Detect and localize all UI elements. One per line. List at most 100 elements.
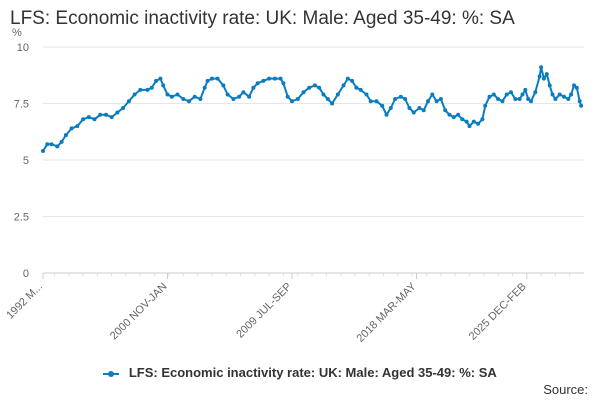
data-point[interactable] bbox=[81, 117, 86, 122]
data-point[interactable] bbox=[398, 94, 403, 99]
data-point[interactable] bbox=[312, 83, 317, 88]
data-point[interactable] bbox=[403, 97, 408, 101]
data-point[interactable] bbox=[480, 117, 485, 122]
data-point[interactable] bbox=[517, 97, 522, 101]
data-point[interactable] bbox=[241, 90, 246, 95]
data-point[interactable] bbox=[307, 85, 312, 90]
data-point[interactable] bbox=[345, 76, 350, 81]
data-point[interactable] bbox=[138, 87, 143, 92]
data-point[interactable] bbox=[541, 76, 546, 81]
data-point[interactable] bbox=[557, 92, 562, 97]
data-point[interactable] bbox=[69, 126, 74, 131]
data-point[interactable] bbox=[104, 112, 108, 117]
data-point[interactable] bbox=[460, 117, 465, 122]
data-point[interactable] bbox=[121, 106, 126, 110]
data-point[interactable] bbox=[86, 115, 91, 120]
data-point[interactable] bbox=[281, 81, 286, 86]
data-point[interactable] bbox=[237, 94, 242, 99]
data-point[interactable] bbox=[380, 103, 385, 108]
data-point[interactable] bbox=[231, 97, 236, 101]
data-point[interactable] bbox=[504, 92, 509, 97]
data-point[interactable] bbox=[443, 108, 448, 113]
data-point[interactable] bbox=[247, 94, 252, 99]
data-point[interactable] bbox=[421, 108, 426, 113]
data-point[interactable] bbox=[192, 94, 197, 99]
data-point[interactable] bbox=[483, 103, 488, 108]
data-point[interactable] bbox=[500, 99, 505, 104]
data-point[interactable] bbox=[161, 83, 166, 88]
data-point[interactable] bbox=[513, 97, 518, 101]
data-point[interactable] bbox=[544, 72, 549, 77]
data-point[interactable] bbox=[509, 90, 513, 95]
data-point[interactable] bbox=[325, 97, 330, 101]
data-point[interactable] bbox=[574, 85, 579, 90]
data-point[interactable] bbox=[295, 97, 300, 101]
data-point[interactable] bbox=[467, 124, 472, 129]
data-point[interactable] bbox=[430, 92, 435, 97]
data-point[interactable] bbox=[434, 99, 439, 104]
data-point[interactable] bbox=[278, 76, 283, 81]
data-point[interactable] bbox=[285, 94, 290, 99]
data-point[interactable] bbox=[215, 76, 220, 81]
data-point[interactable] bbox=[165, 92, 170, 97]
data-point[interactable] bbox=[487, 94, 492, 99]
data-point[interactable] bbox=[341, 83, 346, 88]
data-point[interactable] bbox=[526, 97, 531, 101]
data-point[interactable] bbox=[109, 115, 114, 120]
data-point[interactable] bbox=[75, 124, 80, 129]
data-point[interactable] bbox=[569, 92, 574, 97]
data-point[interactable] bbox=[198, 97, 203, 101]
data-point[interactable] bbox=[451, 115, 456, 120]
data-point[interactable] bbox=[464, 119, 469, 124]
data-point[interactable] bbox=[388, 106, 393, 110]
data-point[interactable] bbox=[187, 99, 191, 104]
data-point[interactable] bbox=[251, 85, 256, 90]
data-point[interactable] bbox=[547, 83, 552, 88]
data-point[interactable] bbox=[175, 92, 180, 97]
data-point[interactable] bbox=[63, 133, 68, 138]
data-point[interactable] bbox=[92, 117, 97, 122]
data-point[interactable] bbox=[438, 97, 443, 101]
data-point[interactable] bbox=[476, 121, 481, 126]
data-point[interactable] bbox=[290, 99, 294, 104]
data-point[interactable] bbox=[407, 106, 412, 110]
data-point[interactable] bbox=[566, 97, 571, 101]
data-point[interactable] bbox=[267, 76, 272, 81]
legend[interactable]: LFS: Economic inactivity rate: UK: Male:… bbox=[0, 365, 600, 380]
data-point[interactable] bbox=[417, 106, 422, 110]
data-point[interactable] bbox=[496, 97, 501, 101]
data-point[interactable] bbox=[149, 85, 154, 90]
data-point[interactable] bbox=[330, 101, 335, 106]
data-point[interactable] bbox=[520, 92, 525, 97]
data-point[interactable] bbox=[115, 110, 120, 115]
data-point[interactable] bbox=[261, 78, 266, 83]
data-point[interactable] bbox=[317, 85, 322, 90]
data-point[interactable] bbox=[272, 76, 277, 81]
data-point[interactable] bbox=[354, 85, 359, 90]
data-point[interactable] bbox=[456, 112, 461, 117]
data-point[interactable] bbox=[169, 94, 174, 99]
data-point[interactable] bbox=[205, 78, 210, 83]
data-point[interactable] bbox=[491, 92, 496, 97]
data-point[interactable] bbox=[154, 78, 159, 83]
data-point[interactable] bbox=[364, 92, 369, 97]
data-point[interactable] bbox=[447, 112, 452, 117]
data-point[interactable] bbox=[209, 76, 214, 81]
data-point[interactable] bbox=[577, 99, 582, 104]
data-point[interactable] bbox=[301, 90, 306, 95]
data-point[interactable] bbox=[384, 112, 389, 117]
data-point[interactable] bbox=[59, 139, 64, 144]
data-point[interactable] bbox=[98, 112, 103, 117]
data-point[interactable] bbox=[145, 87, 150, 92]
data-point[interactable] bbox=[181, 97, 186, 101]
data-point[interactable] bbox=[523, 87, 528, 92]
data-point[interactable] bbox=[358, 87, 363, 92]
data-point[interactable] bbox=[533, 90, 538, 95]
data-point[interactable] bbox=[158, 76, 163, 81]
data-point[interactable] bbox=[350, 78, 355, 83]
data-point[interactable] bbox=[471, 119, 476, 124]
data-point[interactable] bbox=[579, 103, 584, 108]
data-point[interactable] bbox=[553, 97, 558, 101]
data-point[interactable] bbox=[426, 99, 430, 104]
data-point[interactable] bbox=[225, 92, 230, 97]
